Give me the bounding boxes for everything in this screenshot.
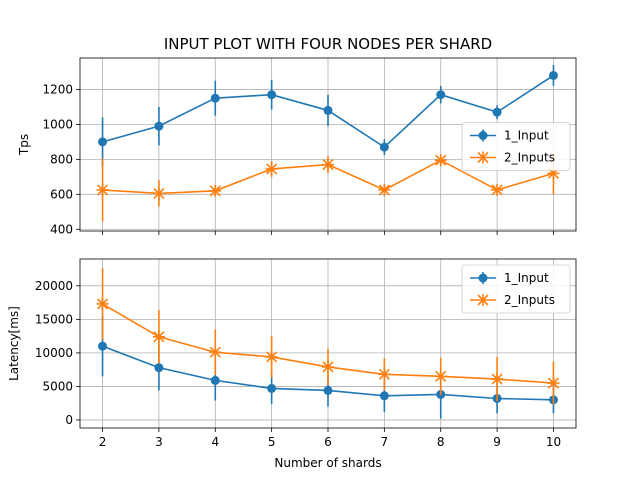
series-1_Input — [98, 64, 558, 167]
x-tick-label: 3 — [155, 435, 163, 449]
legend-marker — [478, 131, 488, 140]
x-tick-label: 8 — [437, 435, 445, 449]
y-tick-label: 10000 — [35, 346, 73, 360]
data-point — [209, 184, 222, 197]
data-point — [210, 93, 220, 103]
data-point — [96, 297, 109, 310]
x-tick-label: 2 — [99, 435, 107, 449]
data-point — [96, 183, 109, 196]
legend-label: 1_Input — [504, 129, 549, 143]
data-point — [154, 121, 164, 131]
y-tick-label: 800 — [50, 152, 73, 166]
top-panel: 400 600 800 1000 1200 Tps 1_Input 2_Inputs — [17, 57, 577, 236]
data-point — [322, 360, 334, 373]
data-point — [379, 142, 389, 152]
legend-box — [461, 122, 571, 171]
y-tick-label: 600 — [50, 187, 73, 201]
y-axis-label: Latency[ms] — [7, 306, 21, 381]
data-point — [436, 90, 446, 100]
chart-title: INPUT PLOT WITH FOUR NODES PER SHARD — [164, 35, 492, 53]
axes-frame — [79, 258, 577, 429]
y-tick-label: 0 — [65, 413, 73, 427]
data-point — [152, 187, 165, 200]
legend-label: 2_Inputs — [504, 293, 555, 307]
series-2_Inputs — [96, 268, 560, 405]
x-tick-label: 10 — [546, 435, 561, 449]
legend-marker — [478, 273, 488, 283]
axes-frame — [79, 57, 577, 232]
x-tick-label: 4 — [211, 435, 219, 449]
data-point — [323, 385, 333, 395]
data-point — [378, 183, 391, 196]
y-tick-label: 400 — [50, 222, 73, 236]
data-point — [492, 107, 502, 117]
x-tick-label: 5 — [268, 435, 276, 449]
data-point — [267, 383, 277, 393]
data-point — [322, 158, 334, 171]
data-point — [265, 350, 278, 363]
y-tick-label: 5000 — [42, 379, 73, 393]
data-point — [434, 370, 447, 383]
x-tick-label: 9 — [493, 435, 501, 449]
legend-label: 2_Inputs — [504, 151, 555, 165]
legend-label: 1_Input — [504, 271, 549, 285]
legend-box — [461, 264, 571, 314]
data-point — [210, 375, 220, 385]
legend: 1_Input 2_Inputs — [461, 122, 571, 171]
data-point — [98, 137, 108, 147]
data-point — [209, 346, 222, 359]
data-point — [152, 330, 165, 343]
bottom-panel: 0 5000 10000 15000 20000 2 3 4 5 6 7 8 9 10 Latency[ms… — [7, 258, 577, 449]
legend-marker — [477, 151, 489, 164]
data-point — [434, 154, 447, 167]
data-point — [379, 391, 389, 401]
data-point — [547, 377, 560, 390]
y-tick-label: 20000 — [35, 279, 73, 293]
x-tick-label: 6 — [324, 435, 332, 449]
data-point — [265, 162, 278, 175]
legend: 1_Input 2_Inputs — [461, 264, 571, 314]
data-point — [378, 368, 391, 381]
legend-marker — [477, 294, 489, 306]
data-point — [491, 183, 504, 196]
y-tick-label: 1200 — [42, 82, 73, 96]
y-tick-label: 15000 — [35, 312, 73, 326]
x-axis-label: Number of shards — [274, 456, 381, 470]
y-axis-label: Tps — [17, 134, 31, 156]
data-point — [323, 105, 333, 115]
series-2_Inputs — [96, 152, 560, 222]
data-point — [154, 363, 164, 373]
data-point — [491, 373, 504, 386]
data-point — [98, 341, 108, 351]
data-point — [267, 90, 277, 100]
x-tick-label: 7 — [381, 435, 389, 449]
y-tick-label: 1000 — [42, 117, 73, 131]
data-point — [548, 70, 558, 80]
